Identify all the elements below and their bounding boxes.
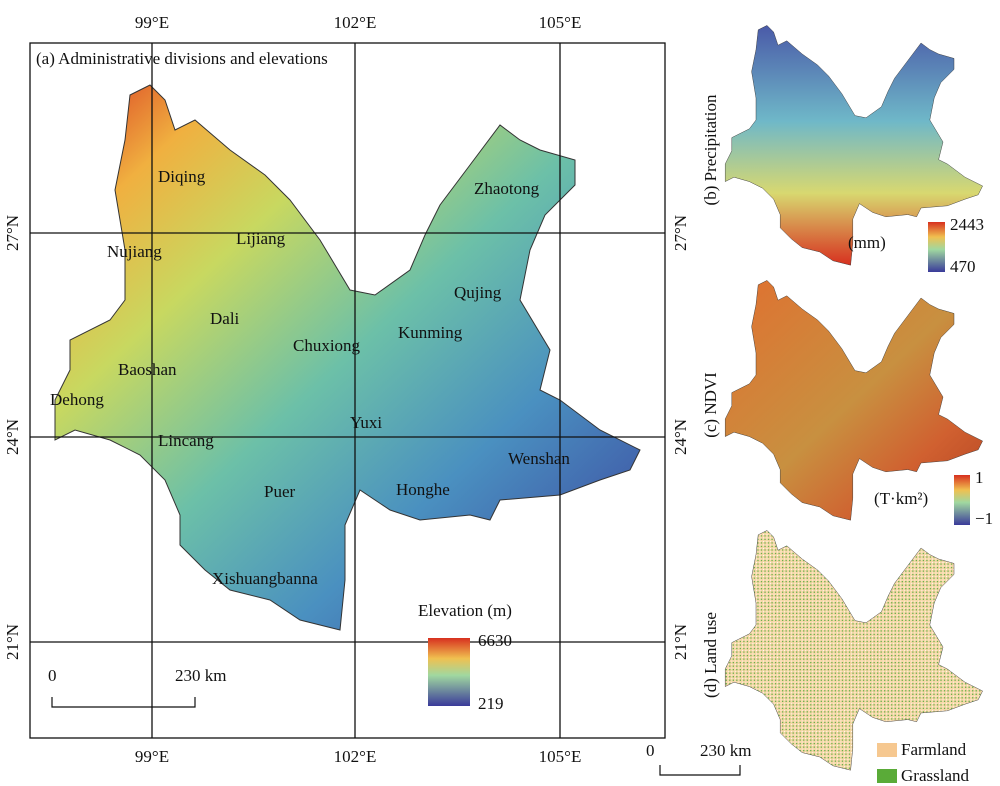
lat-label: 21°N bbox=[671, 624, 690, 660]
lon-label: 102°E bbox=[334, 13, 377, 32]
scale-end: 230 km bbox=[175, 666, 226, 685]
lon-label: 105°E bbox=[539, 747, 582, 766]
color-bar bbox=[428, 638, 470, 706]
lat-label: 24°N bbox=[3, 419, 22, 455]
panel-title: (b) Precipitation bbox=[701, 94, 720, 205]
province-shape bbox=[724, 280, 983, 521]
region-label: Yuxi bbox=[350, 413, 382, 432]
color-bar bbox=[954, 475, 970, 525]
scale-end: 230 km bbox=[700, 741, 751, 760]
region-label: Dali bbox=[210, 309, 240, 328]
region-label: Diqing bbox=[158, 167, 206, 186]
region-label: Qujing bbox=[454, 283, 502, 302]
lat-label: 21°N bbox=[3, 624, 22, 660]
scale-bar bbox=[51, 697, 196, 708]
lon-label: 99°E bbox=[135, 747, 169, 766]
region-label: Chuxiong bbox=[293, 336, 361, 355]
region-label: Lincang bbox=[158, 431, 214, 450]
region-label: Puer bbox=[264, 482, 296, 501]
lat-label: 24°N bbox=[671, 419, 690, 455]
region-label: Nujiang bbox=[107, 242, 162, 261]
panel-title: (d) Land use bbox=[701, 612, 720, 698]
lon-label: 105°E bbox=[539, 13, 582, 32]
color-bar bbox=[928, 222, 945, 272]
scale-start: 0 bbox=[48, 666, 57, 685]
scale-bar bbox=[659, 765, 741, 776]
legend-label: Grassland bbox=[901, 766, 969, 785]
precipitation-panel: (b) Precipitation (mm) 2443 470 bbox=[701, 25, 984, 276]
legend-max: 2443 bbox=[950, 215, 984, 234]
panel-title: (c) NDVI bbox=[701, 372, 720, 438]
region-label: Kunming bbox=[398, 323, 463, 342]
legend-title: Elevation (m) bbox=[418, 601, 512, 620]
legend-swatch bbox=[877, 769, 897, 783]
legend-swatch bbox=[877, 743, 897, 757]
main-map: (a) Administrative divisions and elevati… bbox=[3, 13, 690, 766]
legend-label: Farmland bbox=[901, 740, 967, 759]
map-title: (a) Administrative divisions and elevati… bbox=[36, 49, 328, 68]
province-shape bbox=[724, 530, 983, 771]
lat-label: 27°N bbox=[671, 215, 690, 251]
legend-unit: (T·km²) bbox=[874, 489, 928, 508]
legend-min: −1 bbox=[975, 509, 993, 528]
region-label: Lijiang bbox=[236, 229, 286, 248]
region-label: Honghe bbox=[396, 480, 450, 499]
legend-unit: (mm) bbox=[848, 233, 886, 252]
ndvi-panel: (c) NDVI (T·km²) 1 −1 bbox=[701, 280, 993, 528]
landuse-panel: (d) Land use Farmland Grassland bbox=[701, 530, 983, 785]
scale-start: 0 bbox=[646, 741, 655, 760]
lon-label: 102°E bbox=[334, 747, 377, 766]
legend-min: 219 bbox=[478, 694, 504, 713]
legend-max: 1 bbox=[975, 468, 984, 487]
region-label: Xishuangbanna bbox=[212, 569, 318, 588]
legend-min: 470 bbox=[950, 257, 976, 276]
region-label: Baoshan bbox=[118, 360, 177, 379]
lat-label: 27°N bbox=[3, 215, 22, 251]
region-label: Zhaotong bbox=[474, 179, 540, 198]
region-label: Dehong bbox=[50, 390, 104, 409]
region-label: Wenshan bbox=[508, 449, 570, 468]
legend-max: 6630 bbox=[478, 631, 512, 650]
lon-label: 99°E bbox=[135, 13, 169, 32]
